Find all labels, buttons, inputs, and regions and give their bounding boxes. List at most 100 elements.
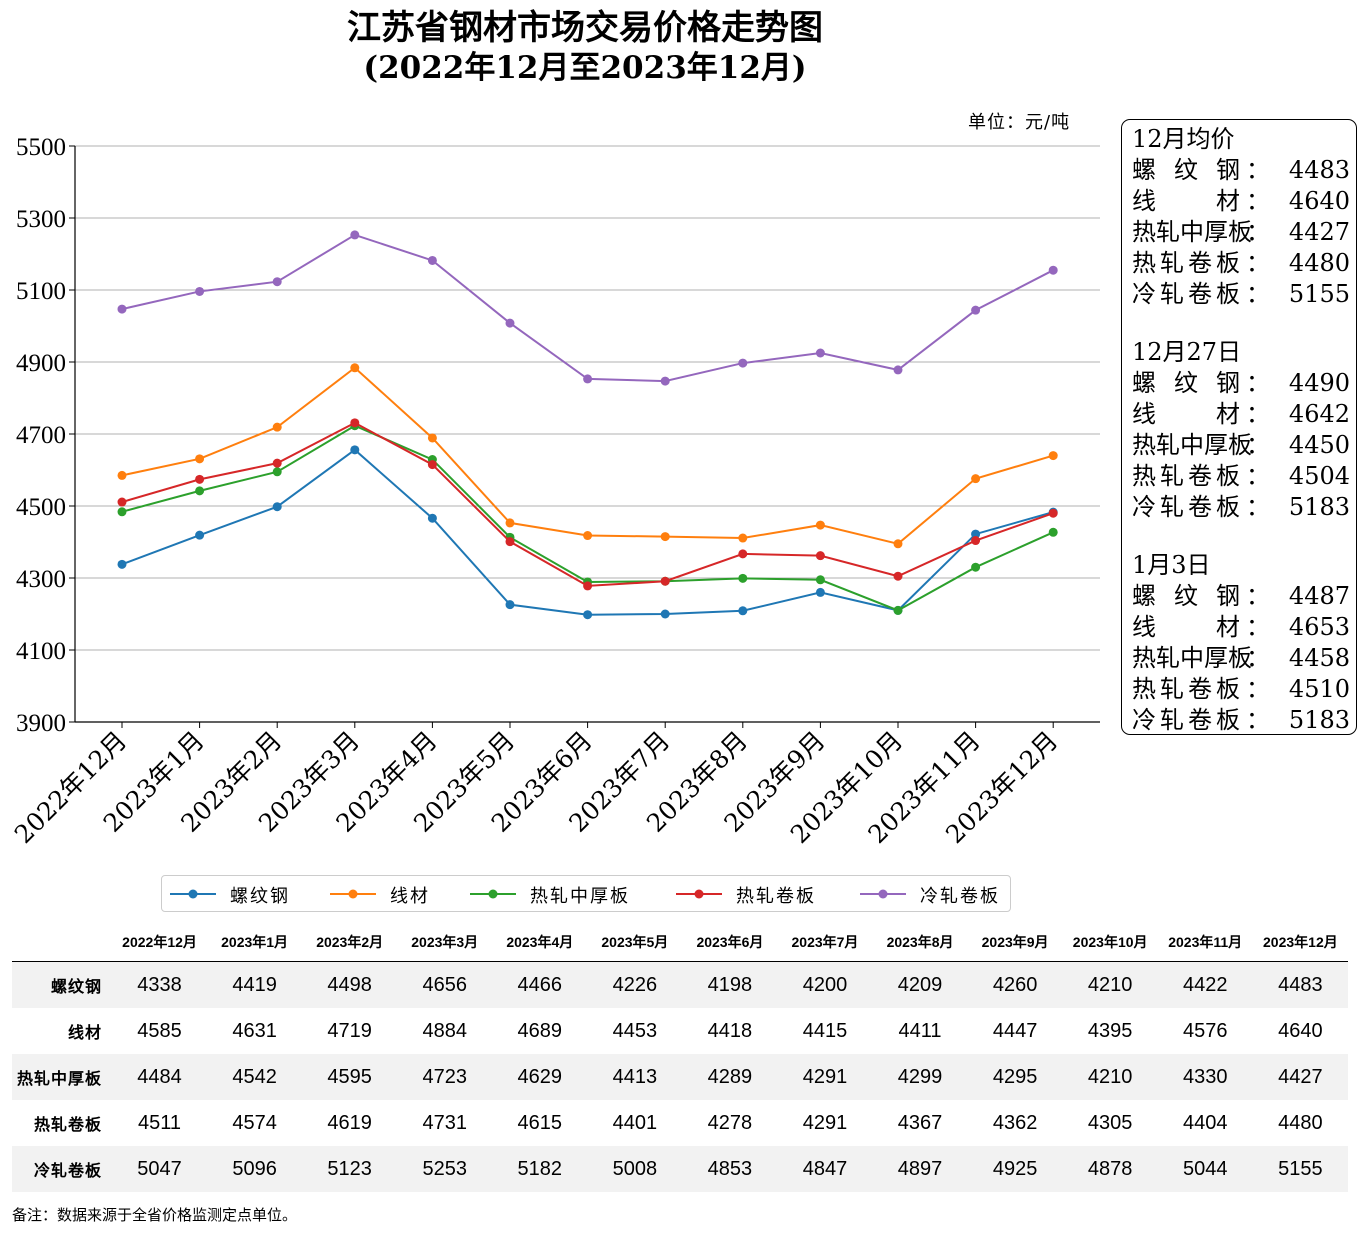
chart-subtitle: (2022年12月至2023年12月) [363,50,807,86]
info-row: 螺纹钢： 4483 [1132,156,1350,184]
data-point [427,433,437,443]
info-row-name: 冷轧卷板 [1132,493,1240,521]
info-row-value: 4480 [1288,249,1350,277]
table-cell: 4415 [802,1019,848,1042]
table-cell: 4884 [422,1019,467,1042]
legend-label: 热轧卷板 [736,886,816,907]
table-row-name: 冷轧卷板 [12,1146,112,1192]
table-column-header: 2023年11月 [1157,922,1253,962]
data-point [815,551,825,561]
table-cell: 4226 [587,961,683,1008]
table-cell: 4466 [492,961,588,1008]
table-cell: 4723 [397,1054,493,1100]
data-point [195,474,205,484]
data-point [815,348,825,358]
data-point [272,422,282,432]
table-column-header: 2023年5月 [587,922,683,962]
table-cell: 4498 [302,961,398,1008]
data-point [350,445,360,455]
data-point [1048,527,1058,537]
info-row-name: 线材 [1132,187,1240,215]
y-tick-label: 4500 [16,494,66,521]
data-point [272,277,282,287]
table-cell: 5123 [302,1146,398,1192]
table-cell: 4427 [1252,1054,1348,1100]
info-row-value: 4510 [1288,675,1350,703]
table-cell: 4453 [612,1019,658,1042]
table-row-name: 线材 [67,1025,102,1042]
table-cell: 4419 [207,961,303,1008]
table-row-name: 热轧中厚板 [12,1054,112,1100]
legend-marker [676,889,722,899]
table-column-header: 2023年7月 [777,922,873,962]
table-cell: 4395 [1087,1019,1133,1042]
series-line [121,421,1054,587]
table-cell: 4305 [1087,1111,1133,1134]
data-point [350,230,360,240]
table-column-header: 2022年12月 [112,922,208,962]
table-column-header: 2023年6月 [682,922,778,962]
table-cell: 4299 [872,1054,968,1100]
data-point [583,531,593,541]
info-row-value: 4490 [1288,369,1350,397]
table-cell: 4422 [1157,961,1253,1008]
table-cell: 4925 [967,1146,1063,1192]
legend-label: 螺纹钢 [230,886,290,907]
table-cell: 4289 [682,1054,778,1100]
legend-marker [470,889,516,899]
grid-lines [75,145,1100,723]
table-cell: 4480 [1278,1111,1323,1134]
table-cell: 5253 [397,1146,493,1192]
info-row-name: 线材 [1132,613,1240,641]
data-point [971,562,981,572]
data-point [117,497,127,507]
data-point [117,507,127,517]
info-row-name: 热轧中厚板 [1132,431,1252,459]
legend-label: 冷轧卷板 [920,886,1000,907]
price-table: 2022年12月 2023年1月 2023年2月 2023年3月 2023年4月 2023… [12,922,1348,1192]
table-cell: 4511 [138,1111,182,1134]
table-cell: 4338 [112,961,208,1008]
info-row: 冷轧卷板： 5155 [1132,280,1350,308]
legend-label: 热轧中厚板 [530,886,630,907]
table-cell: 4689 [517,1019,563,1042]
table-cell: 4484 [112,1054,208,1100]
table-cell: 4719 [327,1019,372,1042]
chart-legend: 螺纹钢 线材 热轧中厚板 热轧卷板 冷轧卷板 [161,875,1011,912]
data-point [660,576,670,586]
table-cell: 4404 [1182,1111,1228,1134]
data-point [815,520,825,530]
data-point [505,537,515,547]
table-cell: 4278 [707,1111,753,1134]
info-row: 线材： 4640 [1132,187,1350,215]
data-point [893,571,903,581]
table-row: 螺纹钢 4338 4419 4498 4656 4466 4226 4198 4200 4209 4… [12,961,1348,1008]
table-cell: 4731 [422,1111,467,1134]
y-tick-label: 3900 [16,710,66,737]
data-point [738,573,748,583]
table-cell: 4413 [587,1054,683,1100]
table-cell: 4401 [612,1111,658,1134]
table-cell: 4897 [872,1146,968,1192]
info-row-name: 冷轧卷板 [1132,706,1240,734]
table-corner [12,922,112,962]
table-row: 线材 4585 4631 4719 4884 4689 4453 4418 4415 4411 44… [12,1008,1348,1054]
table-cell: 4656 [397,961,493,1008]
info-row-value: 4504 [1288,462,1350,490]
info-row-value: 4458 [1288,644,1350,672]
data-point [272,502,282,512]
data-point [272,458,282,468]
info-row-value: 4483 [1288,156,1350,184]
data-point [738,549,748,559]
table-cell: 4411 [898,1019,942,1042]
table-cell: 4367 [897,1111,943,1134]
unit-label: 单位：元/吨 [968,112,1071,133]
info-row-value: 4642 [1288,400,1350,428]
table-cell: 4260 [967,961,1063,1008]
data-point [117,304,127,314]
price-info-box: 12月均价螺纹钢： 4483 线材： 4640 热轧中厚板： 4427 热轧卷板： 4480 冷… [1121,119,1357,735]
data-point [893,365,903,375]
table-cell: 4209 [872,961,968,1008]
data-point [738,358,748,368]
table-cell: 4198 [682,961,778,1008]
